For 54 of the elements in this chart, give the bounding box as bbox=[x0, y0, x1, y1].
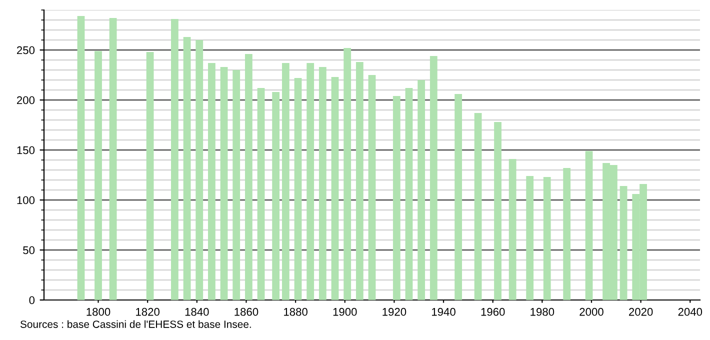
bar bbox=[454, 94, 462, 300]
bar bbox=[146, 52, 154, 300]
bar bbox=[257, 88, 265, 300]
bar bbox=[392, 96, 400, 300]
bar bbox=[494, 122, 502, 300]
x-tick-label: 1840 bbox=[185, 308, 209, 316]
x-tick-label: 1860 bbox=[234, 308, 258, 316]
y-tick-label: 100 bbox=[17, 196, 35, 204]
x-tick-label: 1880 bbox=[284, 308, 308, 316]
y-tick-label: 250 bbox=[16, 46, 35, 54]
bar bbox=[220, 67, 228, 300]
y-tick-label: 0 bbox=[29, 296, 35, 304]
bar bbox=[318, 67, 326, 300]
bar bbox=[208, 63, 216, 300]
x-tick-label: 2000 bbox=[580, 308, 604, 316]
source-note: Sources : base Cassini de l'EHESS et base Insee. bbox=[20, 320, 251, 328]
y-tick-label: 150 bbox=[17, 146, 35, 154]
bar bbox=[405, 88, 413, 300]
bar bbox=[563, 168, 571, 300]
bar bbox=[430, 56, 438, 300]
x-tick-label: 1960 bbox=[481, 308, 505, 316]
x-tick-label: 2020 bbox=[629, 308, 653, 316]
bar bbox=[272, 92, 280, 300]
bar bbox=[183, 37, 191, 300]
x-tick-label: 1920 bbox=[382, 308, 406, 316]
bar bbox=[474, 113, 482, 300]
x-tick-label: 1940 bbox=[432, 308, 456, 316]
bar bbox=[526, 176, 534, 300]
bar bbox=[282, 63, 290, 300]
bar bbox=[171, 19, 178, 300]
bar bbox=[585, 151, 593, 300]
bar bbox=[306, 63, 314, 300]
bar bbox=[418, 80, 426, 300]
bar bbox=[331, 77, 339, 300]
bar bbox=[620, 186, 628, 300]
y-tick-label: 200 bbox=[16, 96, 35, 104]
bar bbox=[109, 18, 117, 300]
x-tick-label: 1980 bbox=[530, 308, 554, 316]
bar bbox=[294, 78, 302, 300]
bar bbox=[94, 51, 102, 300]
bar bbox=[543, 177, 551, 300]
bar bbox=[196, 40, 204, 300]
bar bbox=[508, 159, 516, 300]
x-tick-label: 1820 bbox=[136, 308, 160, 316]
bar bbox=[368, 75, 376, 300]
bar bbox=[244, 54, 252, 300]
bar bbox=[344, 48, 352, 300]
x-tick-label: 1900 bbox=[333, 308, 357, 316]
x-tick-label: 2040 bbox=[678, 308, 702, 316]
bar bbox=[232, 70, 240, 300]
bar bbox=[356, 62, 364, 300]
y-tick-label: 50 bbox=[23, 246, 35, 254]
bar bbox=[77, 16, 85, 300]
x-tick-label: 1800 bbox=[86, 308, 110, 316]
